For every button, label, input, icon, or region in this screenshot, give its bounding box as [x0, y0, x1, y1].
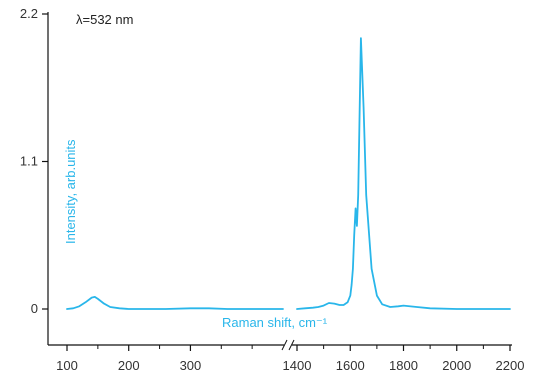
series-line-group: [66, 37, 511, 310]
y-tick-label: 0: [31, 301, 38, 316]
series-line: [66, 295, 284, 310]
axis-break-mark: [281, 339, 288, 351]
chart-text-group: λ=532 nm Raman shift, cm⁻¹ Intensity, ar…: [63, 12, 328, 330]
x-tick-label: 2000: [442, 358, 471, 373]
x-axis-title: Raman shift, cm⁻¹: [222, 315, 328, 330]
axis-break-mark: [288, 339, 295, 351]
x-tick-label: 300: [180, 358, 202, 373]
x-tick-label: 100: [56, 358, 78, 373]
series-line: [296, 37, 511, 310]
x-tick-label: 2200: [496, 358, 525, 373]
x-tick-label: 1600: [336, 358, 365, 373]
y-tick-label: 1.1: [20, 154, 38, 169]
wavelength-annotation: λ=532 nm: [76, 12, 133, 27]
chart-axes: 0 1.1 2.2 100 200 300 1400 1600 1800 2000 2200: [20, 6, 525, 373]
y-tick-label: 2.2: [20, 6, 38, 21]
x-tick-label: 1800: [389, 358, 418, 373]
y-axis-title: Intensity, arb.units: [63, 139, 78, 244]
x-tick-label: 1400: [283, 358, 312, 373]
x-tick-label: 200: [118, 358, 140, 373]
